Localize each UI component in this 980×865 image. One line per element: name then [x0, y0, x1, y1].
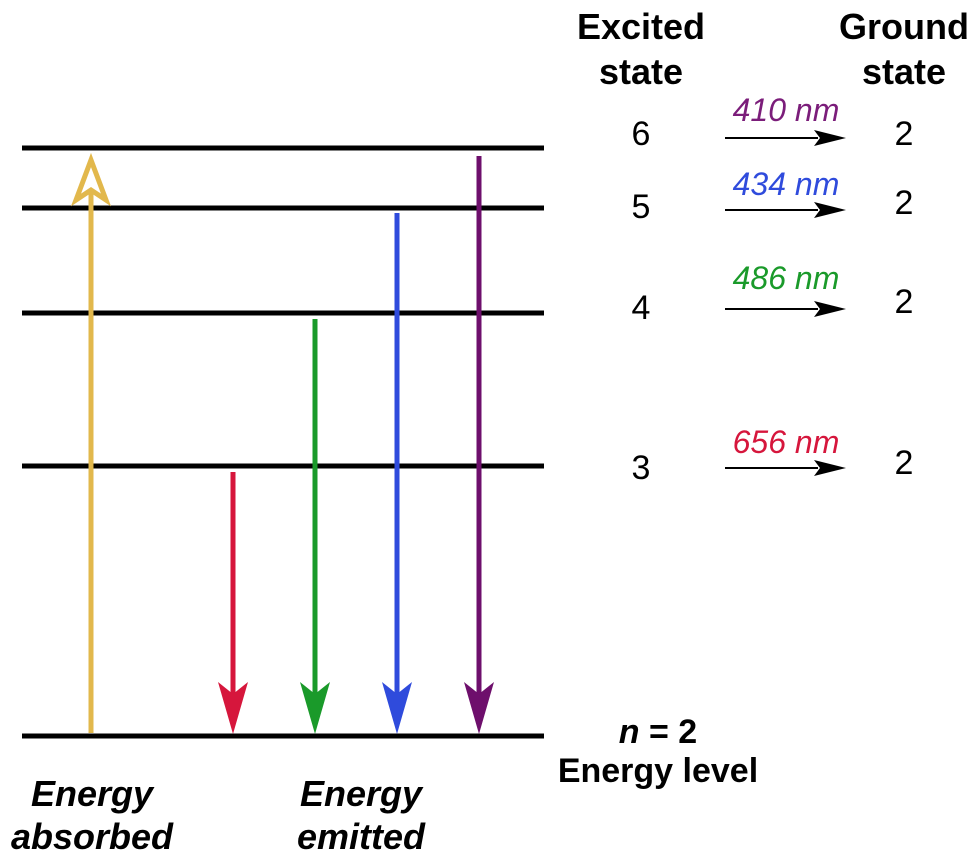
transition-row-5: 5 434 nm 2 [632, 166, 914, 226]
right-arrow-icon [725, 301, 846, 317]
energy-emitted-line1: Energy [300, 773, 424, 814]
excited-value: 4 [632, 289, 651, 327]
n-value: = 2 [640, 713, 698, 751]
wavelength-label: 656 nm [733, 424, 840, 460]
excited-header-line1: Excited [577, 6, 705, 47]
transition-row-3: 3 656 nm 2 [632, 424, 914, 487]
energy-emitted-line2: emitted [297, 816, 426, 857]
emitted-arrow-486 [300, 319, 330, 734]
wavelength-label: 486 nm [733, 260, 840, 296]
excited-value: 5 [632, 188, 651, 226]
energy-absorbed-line1: Energy [31, 773, 155, 814]
wavelength-label: 434 nm [733, 166, 840, 202]
emitted-arrow-434 [382, 213, 412, 734]
right-arrow-icon [725, 130, 846, 146]
excited-value: 6 [632, 115, 651, 153]
ground-value: 2 [895, 115, 914, 153]
ground-value: 2 [895, 444, 914, 482]
right-arrow-icon [725, 460, 846, 476]
transition-row-6: 6 410 nm 2 [632, 92, 914, 153]
n-equals-label: n = 2 [619, 713, 697, 751]
transition-row-4: 4 486 nm 2 [632, 260, 914, 327]
emitted-arrow-656 [218, 472, 248, 734]
excited-value: 3 [632, 449, 651, 487]
ground-value: 2 [895, 184, 914, 222]
wavelength-label: 410 nm [733, 92, 840, 128]
ground-header-line1: Ground [839, 6, 969, 47]
ground-value: 2 [895, 283, 914, 321]
absorbed-arrow [70, 152, 112, 733]
n-symbol: n [619, 713, 640, 751]
excited-header-line2: state [599, 51, 683, 92]
ground-header-line2: state [862, 51, 946, 92]
right-arrow-icon [725, 202, 846, 218]
energy-level-caption: Energy level [558, 752, 758, 790]
emitted-arrow-410 [464, 156, 494, 734]
energy-absorbed-line2: absorbed [11, 816, 174, 857]
